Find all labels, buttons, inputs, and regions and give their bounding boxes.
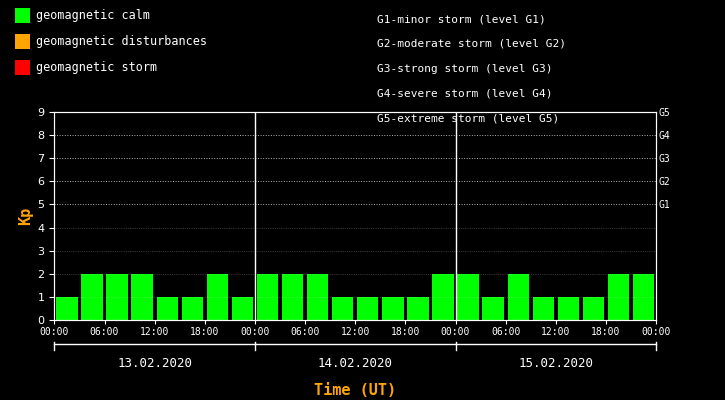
Bar [407, 297, 428, 320]
Bar [57, 297, 78, 320]
Text: geomagnetic storm: geomagnetic storm [36, 61, 157, 74]
Bar [332, 297, 353, 320]
Bar [282, 274, 303, 320]
Text: G2-moderate storm (level G2): G2-moderate storm (level G2) [377, 39, 566, 49]
Text: G4-severe storm (level G4): G4-severe storm (level G4) [377, 88, 552, 98]
Bar [583, 297, 604, 320]
Bar [507, 274, 529, 320]
Bar [107, 274, 128, 320]
Text: 14.02.2020: 14.02.2020 [318, 358, 393, 370]
Bar [608, 274, 629, 320]
Bar [382, 297, 404, 320]
Bar [483, 297, 504, 320]
Bar [633, 274, 654, 320]
Bar [432, 274, 454, 320]
Bar [182, 297, 203, 320]
Bar [232, 297, 253, 320]
Bar [357, 297, 378, 320]
Text: Time (UT): Time (UT) [314, 383, 397, 398]
Text: G5-extreme storm (level G5): G5-extreme storm (level G5) [377, 113, 559, 123]
Y-axis label: Kp: Kp [18, 207, 33, 225]
Bar [207, 274, 228, 320]
Bar [81, 274, 103, 320]
Text: G3-strong storm (level G3): G3-strong storm (level G3) [377, 64, 552, 74]
Text: 15.02.2020: 15.02.2020 [518, 358, 593, 370]
Text: geomagnetic calm: geomagnetic calm [36, 9, 150, 22]
Bar [131, 274, 153, 320]
Text: 13.02.2020: 13.02.2020 [117, 358, 192, 370]
Bar [558, 297, 579, 320]
Bar [157, 297, 178, 320]
Bar [257, 274, 278, 320]
Bar [457, 274, 479, 320]
Bar [307, 274, 328, 320]
Text: geomagnetic disturbances: geomagnetic disturbances [36, 35, 207, 48]
Text: G1-minor storm (level G1): G1-minor storm (level G1) [377, 14, 546, 24]
Bar [533, 297, 554, 320]
